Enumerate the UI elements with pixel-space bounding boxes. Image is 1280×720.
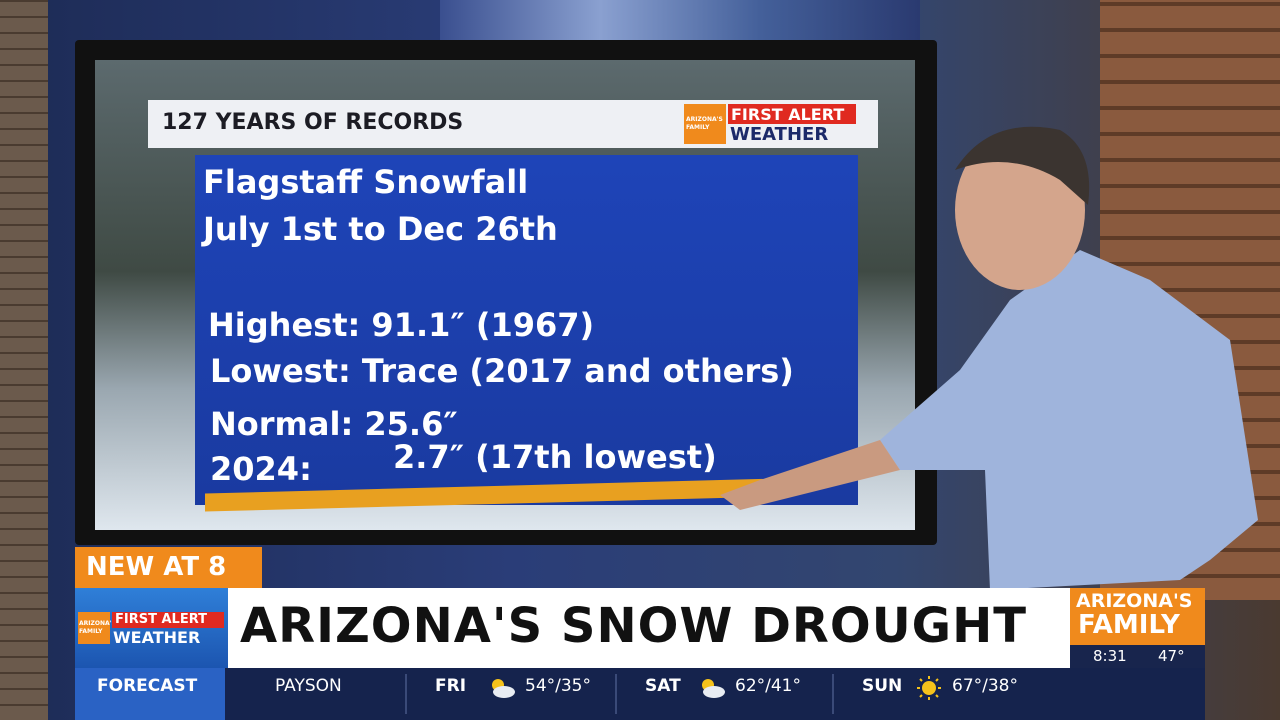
weather-icon	[702, 679, 725, 698]
left-wall	[0, 0, 48, 720]
forecast-temps: 67°/38°	[952, 676, 1018, 696]
current-label: 2024:	[210, 450, 312, 488]
lt-logo-square	[78, 612, 110, 644]
info-panel	[195, 155, 858, 505]
record-line: Lowest: Trace (2017 and others)	[210, 352, 794, 390]
studio-screens	[440, 0, 920, 45]
lt-logo-alert-bg	[112, 612, 224, 628]
title-line: Flagstaff Snowfall	[203, 163, 529, 201]
station-line: FAMILY	[1078, 610, 1180, 640]
logo-first-alert-bg	[728, 104, 856, 124]
ticker-divider	[615, 674, 617, 714]
weather-icon	[917, 676, 941, 700]
weather-icon	[492, 679, 515, 698]
station-box	[1070, 588, 1205, 645]
headline: ARIZONA'S SNOW DROUGHT	[240, 598, 1027, 654]
logo-family: ARIZONA'S FAMILY	[686, 116, 723, 131]
record-line: Normal: 25.6″	[210, 405, 458, 443]
headline-bar	[228, 588, 1070, 668]
hair	[955, 126, 1090, 205]
ticker-divider	[832, 674, 834, 714]
shirt	[880, 250, 1258, 590]
clock-temp: 47°	[1158, 647, 1185, 665]
clock-box	[1070, 645, 1205, 668]
ticker-bar	[75, 668, 1205, 720]
logo-weather: WEATHER	[730, 124, 829, 145]
tag-box	[75, 547, 262, 588]
station-line: ARIZONA'S	[1076, 590, 1193, 612]
title-line: July 1st to Dec 26th	[203, 210, 558, 248]
ticker-divider	[405, 674, 407, 714]
ticker-location: PAYSON	[275, 676, 342, 696]
tag-text: NEW AT 8	[86, 552, 227, 582]
lt-logo-first-alert: FIRST ALERT	[115, 612, 208, 627]
forecast-day: FRI	[435, 676, 467, 696]
forecast-day: SAT	[645, 676, 681, 696]
header-text: 127 YEARS OF RECORDS	[162, 110, 464, 135]
ticker-label-box	[75, 668, 225, 720]
arm	[720, 440, 900, 510]
lt-logo-family: ARIZONA'S FAMILY	[79, 620, 116, 635]
current-value: 2.7″ (17th lowest)	[393, 438, 717, 476]
record-line: Highest: 91.1″ (1967)	[208, 306, 595, 344]
lt-logo-weather: WEATHER	[113, 628, 201, 647]
logo-box	[684, 104, 726, 144]
clock-time: 8:31	[1093, 647, 1127, 665]
forecast-temps: 54°/35°	[525, 676, 591, 696]
logo-first-alert: FIRST ALERT	[731, 105, 845, 124]
forecast-day: SUN	[862, 676, 903, 696]
forecast-temps: 62°/41°	[735, 676, 801, 696]
ticker-label: FORECAST	[97, 676, 198, 696]
